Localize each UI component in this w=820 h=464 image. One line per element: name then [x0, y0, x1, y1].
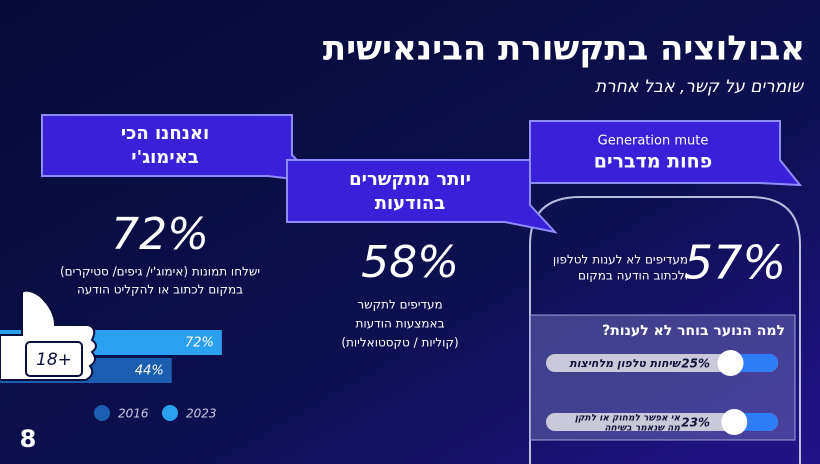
slider-knob [717, 350, 744, 376]
logo: 8 [20, 425, 37, 453]
stat-value: 72% [111, 209, 209, 260]
callout-line: באימוג'י [131, 147, 198, 168]
callout: Generation mute פחות מדברים [529, 120, 803, 187]
callout: ואנחנו הכי באימוג'י [41, 114, 321, 184]
poll-option: שיחות טלפון מלחיצות [569, 357, 682, 370]
callout: יותר מתקשרים בהודעות [286, 159, 558, 234]
poll-option: אי אפשר למחוק או לתקן [575, 414, 681, 424]
stat-text: מעדיפים לתקשר [357, 298, 442, 312]
callout-eyebrow: Generation mute [598, 134, 709, 149]
stat-text: במקום לכתוב או להקליט הודעה [77, 283, 243, 297]
bar-label: 44% [135, 364, 164, 379]
poll-option: מה שנאמר בשיחה [604, 424, 680, 434]
legend-swatch [162, 405, 178, 421]
poll-value: 23% [681, 416, 710, 430]
stat-text: מעדיפים לא לענות לטלפון [553, 253, 688, 267]
stat-text: ישלחו תמונות (אימוג'י/ גיפים/ סטיקרים) [60, 265, 260, 279]
bar-label: 72% [185, 336, 214, 351]
slider-knob [721, 409, 748, 435]
callout-line: פחות מדברים [594, 151, 712, 173]
stat-text: (קוליות / טקסטואליות) [341, 336, 458, 350]
poll-value: 25% [681, 357, 710, 371]
stat-text: באמצעות הודעות [355, 317, 444, 331]
callout-line: בהודעות [375, 193, 446, 214]
stat-value: 58% [361, 237, 459, 288]
callout-line: יותר מתקשרים [349, 169, 471, 190]
title: אבולוציה בתקשורת הבינאישית [323, 29, 805, 69]
thumbs-up-icon [0, 289, 97, 381]
legend-label: 2023 [186, 407, 217, 421]
stat-value: 57% [684, 236, 786, 290]
subtitle: שומרים על קשר, אבל אחרת [595, 77, 805, 97]
age-badge: 18+ [36, 350, 72, 370]
callout-line: ואנחנו הכי [121, 123, 209, 144]
stat-text: ולכתוב הודעה במקום [578, 269, 688, 283]
legend-swatch [94, 405, 110, 421]
slider-track [546, 413, 778, 431]
legend-label: 2016 [118, 407, 149, 421]
poll-question: למה הנוער בוחר לא לענות? [602, 323, 785, 339]
